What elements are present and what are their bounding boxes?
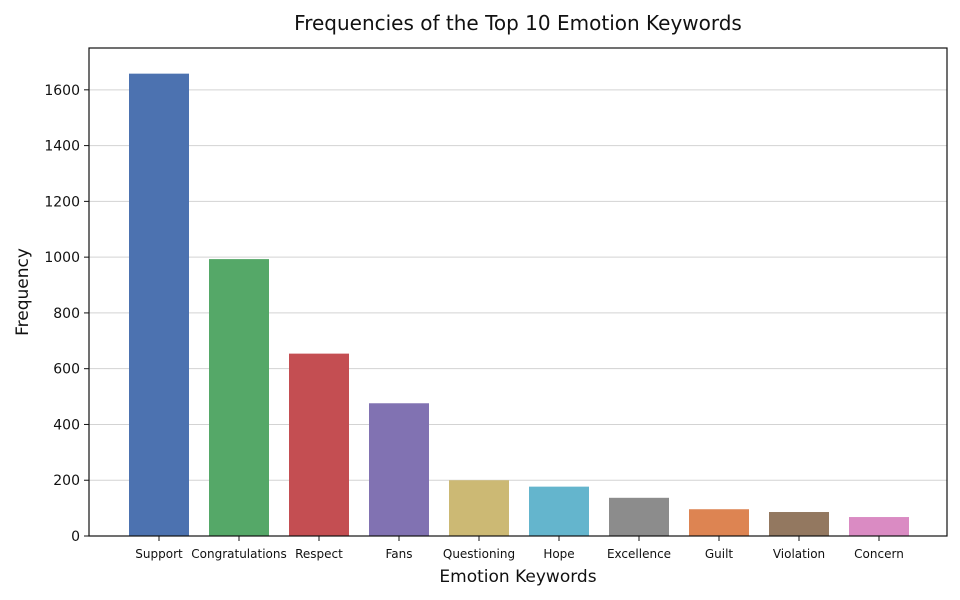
bar-excellence — [609, 497, 669, 536]
y-tick-label: 0 — [71, 529, 80, 545]
y-tick-label: 1400 — [44, 139, 80, 155]
y-tick-label: 1000 — [44, 250, 80, 266]
bars — [129, 73, 909, 537]
x-tick-label-congratulations: Congratulations — [191, 547, 286, 561]
y-tick-label: 1600 — [44, 83, 80, 99]
x-tick-label-violation: Violation — [773, 547, 825, 561]
x-tick-label-respect: Respect — [295, 547, 343, 561]
x-tick-label-concern: Concern — [854, 547, 904, 561]
bar-guilt — [689, 509, 749, 536]
y-tick-label: 800 — [53, 306, 80, 322]
bar-questioning — [449, 480, 509, 536]
chart-title: Frequencies of the Top 10 Emotion Keywor… — [294, 11, 742, 35]
x-tick-label-support: Support — [135, 547, 183, 561]
bar-support — [129, 73, 189, 537]
bar-hope — [529, 486, 589, 536]
y-tick-label: 1200 — [44, 194, 80, 210]
bar-congratulations — [209, 259, 269, 536]
y-tick-label: 600 — [53, 362, 80, 378]
bar-respect — [289, 353, 349, 536]
y-axis-label: Frequency — [13, 248, 33, 336]
x-tick-label-guilt: Guilt — [705, 547, 734, 561]
bar-violation — [769, 512, 829, 536]
x-tick-label-hope: Hope — [543, 547, 574, 561]
plot-frame — [88, 47, 948, 537]
y-tick-label: 400 — [53, 417, 80, 433]
bar-concern — [849, 517, 909, 536]
x-axis-ticks: Support Congratulations Respect Fans Questio… — [135, 536, 904, 561]
x-axis-label: Emotion Keywords — [439, 567, 596, 587]
x-tick-label-fans: Fans — [385, 547, 412, 561]
y-axis-ticks: 0 200 400 600 800 1000 1200 1400 1600 — [44, 83, 89, 545]
bar-fans — [369, 403, 429, 536]
y-tick-label: 200 — [53, 473, 80, 489]
x-tick-label-questioning: Questioning — [443, 547, 515, 561]
x-tick-label-excellence: Excellence — [607, 547, 671, 561]
